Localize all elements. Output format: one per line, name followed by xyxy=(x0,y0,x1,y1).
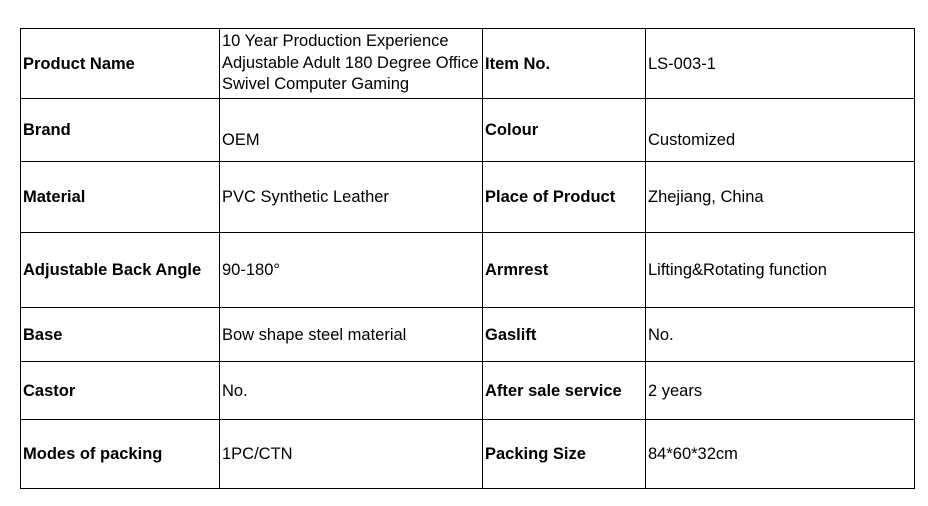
value-castor: No. xyxy=(219,361,483,420)
label-item-no: Item No. xyxy=(482,28,646,99)
value-brand: OEM xyxy=(219,98,483,162)
table-row: Adjustable Back Angle 90-180° Armrest Li… xyxy=(20,232,915,308)
table-row: Base Bow shape steel material Gaslift No… xyxy=(20,307,915,362)
label-product-name: Product Name xyxy=(20,28,220,99)
label-armrest: Armrest xyxy=(482,232,646,308)
label-base: Base xyxy=(20,307,220,362)
label-colour: Colour xyxy=(482,98,646,162)
label-adjustable-back-angle: Adjustable Back Angle xyxy=(20,232,220,308)
value-gaslift: No. xyxy=(645,307,915,362)
value-packing-size: 84*60*32cm xyxy=(645,419,915,489)
value-place-of-product: Zhejiang, China xyxy=(645,161,915,233)
table-row: Brand OEM Colour Customized xyxy=(20,98,915,162)
value-adjustable-back-angle: 90-180° xyxy=(219,232,483,308)
value-after-sale-service: 2 years xyxy=(645,361,915,420)
value-colour: Customized xyxy=(645,98,915,162)
value-item-no: LS-003-1 xyxy=(645,28,915,99)
table-row: Product Name 10 Year Production Experien… xyxy=(20,28,915,99)
table-row: Castor No. After sale service 2 years xyxy=(20,361,915,420)
label-material: Material xyxy=(20,161,220,233)
label-gaslift: Gaslift xyxy=(482,307,646,362)
value-modes-of-packing: 1PC/CTN xyxy=(219,419,483,489)
table-row: Modes of packing 1PC/CTN Packing Size 84… xyxy=(20,419,915,489)
label-after-sale-service: After sale service xyxy=(482,361,646,420)
value-product-name: 10 Year Production Experience Adjustable… xyxy=(219,28,483,99)
label-castor: Castor xyxy=(20,361,220,420)
value-material: PVC Synthetic Leather xyxy=(219,161,483,233)
label-packing-size: Packing Size xyxy=(482,419,646,489)
value-base: Bow shape steel material xyxy=(219,307,483,362)
label-place-of-product: Place of Product xyxy=(482,161,646,233)
label-modes-of-packing: Modes of packing xyxy=(20,419,220,489)
label-brand: Brand xyxy=(20,98,220,162)
product-spec-table: Product Name 10 Year Production Experien… xyxy=(20,28,915,489)
table-row: Material PVC Synthetic Leather Place of … xyxy=(20,161,915,233)
value-armrest: Lifting&Rotating function xyxy=(645,232,915,308)
